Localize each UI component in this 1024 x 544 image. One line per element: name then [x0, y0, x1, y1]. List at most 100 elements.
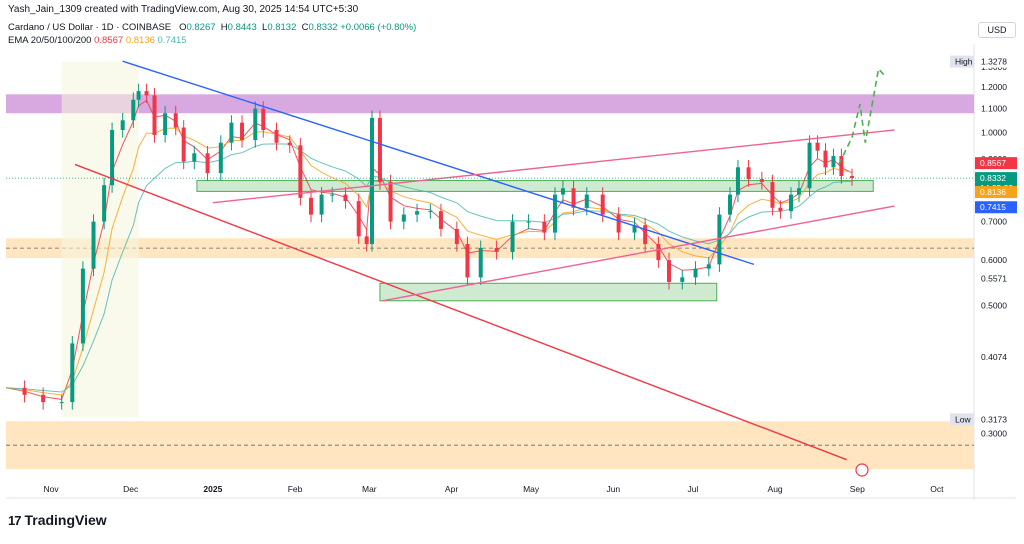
candle-body: [796, 188, 801, 195]
candle-body: [319, 194, 324, 215]
candle-body: [815, 142, 820, 151]
price-badge-bg: [975, 272, 1017, 285]
candle-body: [465, 244, 470, 278]
symbol-legend[interactable]: Cardano / US Dollar · 1D · COINBASE O0.8…: [8, 22, 416, 33]
purple-resistance-zone: [6, 94, 974, 114]
candle-body: [746, 167, 751, 180]
candle-body: [163, 113, 168, 136]
candle-body: [839, 156, 844, 177]
candle-body: [274, 130, 279, 143]
price-badge-ema100-value: 0.7415: [980, 202, 1006, 212]
green-dashed-projection: [838, 67, 885, 165]
candle-body: [706, 264, 711, 269]
candle-body: [632, 225, 637, 233]
candle-body: [831, 156, 836, 168]
y-tick-label: 0.5000: [981, 301, 1007, 311]
candle-body: [526, 221, 531, 223]
tradingview-logo-icon: 17: [8, 512, 22, 528]
ema-legend[interactable]: EMA 20/50/100/200 0.8567 0.8136 0.7415: [8, 35, 187, 46]
candle-body: [131, 99, 136, 121]
x-tick-label-jul: Jul: [687, 484, 698, 494]
red-lower-trendline: [74, 163, 847, 461]
y-tick-label: 0.3000: [981, 428, 1007, 438]
last-price-value: 0.8332: [980, 173, 1006, 183]
price-badge-label: High: [955, 57, 973, 67]
candle-body: [364, 236, 369, 245]
candle-body: [667, 260, 672, 282]
y-tick-label: 0.6000: [981, 255, 1007, 265]
candle-body: [144, 91, 149, 96]
x-tick-label-dec: Dec: [123, 484, 139, 494]
price-badge-value: 0.4074: [981, 352, 1007, 362]
candle-body: [438, 211, 443, 229]
currency-selector[interactable]: USD: [978, 22, 1016, 38]
candle-body: [542, 221, 547, 233]
candle-body: [717, 214, 722, 265]
candle-body: [70, 343, 75, 403]
candle-body: [152, 95, 157, 136]
candle-body: [287, 142, 292, 146]
event-flag-icon: [855, 463, 869, 477]
candle-body: [560, 188, 565, 195]
x-tick-label-apr: Apr: [445, 484, 458, 494]
ema20-value: 0.8567: [94, 35, 124, 46]
candle-body: [218, 142, 223, 174]
x-tick-label-sep: Sep: [850, 484, 865, 494]
candle-body: [192, 153, 197, 162]
candle-body: [778, 207, 783, 212]
ohlc-change: +0.0066 (+0.80%): [340, 22, 417, 33]
y-tick-label: 1.2000: [981, 82, 1007, 92]
candle-body: [205, 153, 210, 174]
ema100-value: 0.7415: [157, 35, 187, 46]
candle-body: [789, 194, 794, 212]
candle-body: [643, 225, 648, 245]
candle-body: [401, 214, 406, 222]
candle-body: [91, 221, 96, 269]
symbol-name[interactable]: Cardano / US Dollar · 1D · COINBASE: [8, 22, 172, 33]
candle-body: [343, 194, 348, 202]
candle-body: [308, 197, 313, 215]
candle-body: [120, 120, 125, 131]
candle-body: [552, 194, 557, 233]
price-badge-value: 0.5571: [981, 274, 1007, 284]
candle-body: [571, 188, 576, 208]
candle-body: [850, 176, 855, 179]
brand-name: TradingView: [24, 512, 107, 528]
candle-body: [415, 211, 420, 215]
y-tick-label: 0.7000: [981, 217, 1007, 227]
candle-body: [240, 122, 245, 141]
price-badge-tag: [950, 413, 974, 426]
candle-body: [253, 108, 258, 141]
chart-credit: Yash_Jain_1309 created with TradingView.…: [8, 4, 359, 15]
candle-body: [110, 130, 115, 186]
candle-body: [478, 247, 483, 278]
tradingview-brand[interactable]: 17 TradingView: [8, 512, 107, 528]
x-tick-label-nov: Nov: [44, 484, 60, 494]
candle-body: [369, 117, 374, 245]
candle-body: [102, 185, 107, 222]
candle-body: [388, 182, 393, 222]
candle-body: [173, 113, 178, 128]
candle-body: [181, 127, 186, 162]
candle-body: [600, 194, 605, 215]
ema50-value: 0.8136: [125, 35, 155, 46]
pink-rising-channel-bottom: [382, 205, 895, 302]
candle-body: [229, 122, 234, 143]
candle-body: [261, 108, 266, 131]
ohlc-low: L0.8132: [262, 22, 297, 33]
ema50-line: [5, 127, 853, 396]
candle-body: [494, 247, 499, 252]
ohlc-high: H0.8443: [220, 22, 257, 33]
ohlc-open: O0.8267: [179, 22, 216, 33]
price-badge-label: Low: [955, 414, 971, 424]
candle-body: [728, 194, 733, 215]
candle-body: [616, 214, 621, 233]
candle-body: [22, 387, 27, 395]
candle-body: [377, 117, 382, 183]
price-badge-value: 1.3278: [981, 57, 1007, 67]
ema-label[interactable]: EMA 20/50/100/200: [8, 35, 92, 46]
x-tick-label-may: May: [523, 484, 540, 494]
candle-body: [735, 167, 740, 195]
